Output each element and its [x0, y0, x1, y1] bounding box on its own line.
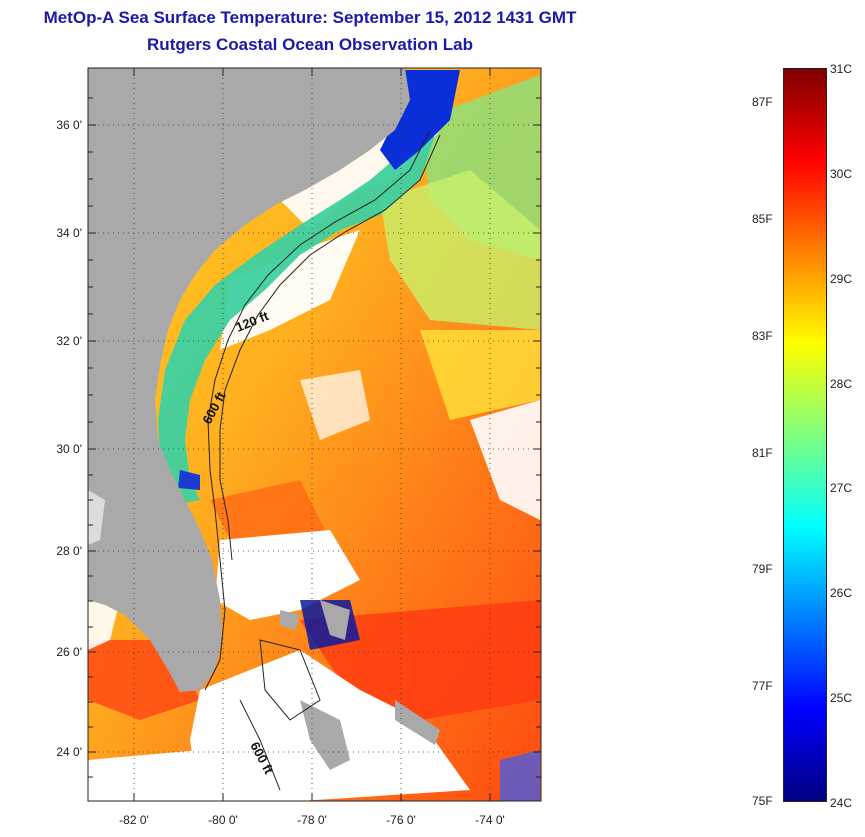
lon-tick-label: -74 0'	[475, 813, 505, 827]
lat-tick-label: 32 0'	[56, 334, 82, 348]
map-subtitle: Rutgers Coastal Ocean Observation Lab	[147, 35, 473, 54]
lat-tick-label: 30 0'	[56, 442, 82, 456]
colorbar-fahrenheit-label: 83F	[752, 329, 773, 343]
temperature-colorbar	[783, 68, 827, 802]
colorbar-celsius-label: 29C	[830, 272, 853, 286]
lat-tick-label: 36 0'	[56, 118, 82, 132]
map-title: MetOp-A Sea Surface Temperature: Septemb…	[43, 8, 577, 27]
lon-tick-label: -80 0'	[208, 813, 238, 827]
colorbar-fahrenheit-label: 75F	[752, 794, 773, 808]
colorbar-celsius-label: 26C	[830, 586, 853, 600]
land-mass	[88, 68, 410, 692]
colorbar-fahrenheit-label: 79F	[752, 562, 773, 576]
colorbar-celsius-label: 27C	[830, 481, 853, 495]
colorbar-fahrenheit-label: 85F	[752, 212, 773, 226]
sst-map: 120 ft 600 ft 600 ft 36 0' 34 0' 32 0' 3…	[56, 67, 542, 827]
lat-tick-label: 34 0'	[56, 226, 82, 240]
colorbar-fahrenheit-label: 81F	[752, 446, 773, 460]
colorbar-celsius-label: 25C	[830, 691, 853, 705]
cold-water-patch	[380, 70, 460, 170]
lat-tick-label: 24 0'	[56, 745, 82, 759]
lon-tick-label: -82 0'	[119, 813, 149, 827]
colorbar-celsius-label: 31C	[830, 62, 853, 76]
colorbar-fahrenheit-label: 77F	[752, 679, 773, 693]
colorbar-celsius-label: 28C	[830, 377, 853, 391]
map-frame	[87, 67, 542, 802]
lon-tick-label: -76 0'	[386, 813, 416, 827]
cool-shelf-band	[158, 115, 440, 505]
colorbar-fahrenheit-label: 87F	[752, 95, 773, 109]
colorbar-celsius-label: 30C	[830, 167, 853, 181]
lat-tick-label: 28 0'	[56, 544, 82, 558]
lat-tick-label: 26 0'	[56, 645, 82, 659]
lon-tick-label: -78 0'	[297, 813, 327, 827]
colorbar-celsius-label: 24C	[830, 796, 853, 810]
